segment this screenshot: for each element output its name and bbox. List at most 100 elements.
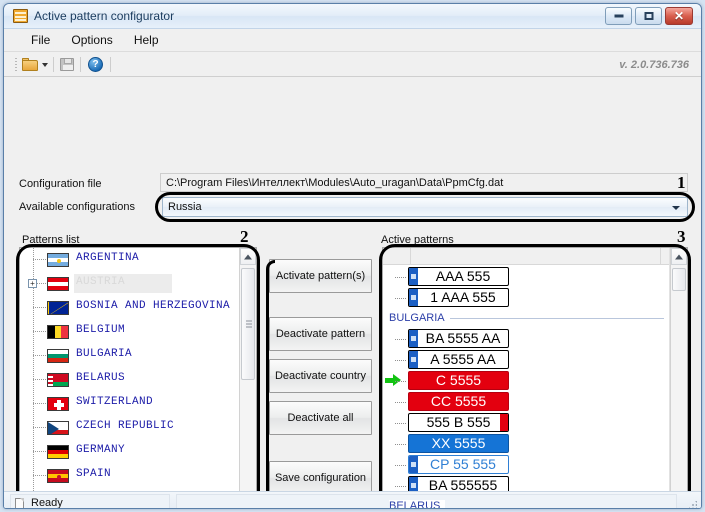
tree-connector [33,259,47,260]
help-circle-icon[interactable]: ? [88,57,103,72]
active-pattern-row[interactable]: CP 55 555 [383,454,672,475]
expand-node-icon[interactable]: + [28,279,37,288]
patterns-list-item[interactable]: SWITZERLAND [20,392,256,416]
tree-connector [395,277,406,278]
chevron-down-icon[interactable] [42,63,48,67]
save-disk-icon[interactable] [60,58,74,71]
scrollbar-thumb[interactable] [241,268,255,380]
license-plate-pattern[interactable]: 555 B 555 [408,413,509,432]
scroll-up-arrow-icon[interactable] [671,248,687,265]
scroll-up-arrow-icon[interactable] [240,248,256,265]
patterns-list-item[interactable]: BELGIUM [20,320,256,344]
active-pattern-row[interactable]: XX 5555 [383,433,672,454]
license-plate-text: CP 55 555 [430,456,496,472]
active-pattern-row[interactable]: CC 5555 [383,391,672,412]
belgium-flag-icon [47,325,69,339]
bulgaria-flag-icon [47,349,69,363]
patterns-list-item-label: BELGIUM [76,324,126,336]
patterns-list-scrollbar[interactable] [239,248,256,508]
active-patterns-tree[interactable]: AAA 555 1 AAA 555 BULGARIA BA 5555 AA A 5555… [382,247,688,508]
active-patterns-country-header: BULGARIA [383,308,672,328]
activate-patterns-button[interactable]: Activate pattern(s) [269,259,372,293]
save-configuration-button[interactable]: Save configuration [269,461,372,495]
patterns-list-item[interactable]: BULGARIA [20,344,256,368]
license-plate-pattern[interactable]: AAA 555 [408,267,509,286]
tree-connector [33,283,47,284]
license-plate-text: AAA 555 [435,268,491,284]
germany-flag-icon [47,445,69,459]
license-plate-pattern[interactable]: CC 5555 [408,392,509,411]
eu-band-icon [409,456,418,473]
tree-line [33,248,34,272]
menu-bar: File Options Help [4,29,701,52]
tree-line [33,320,34,344]
tree-connector [33,403,47,404]
patterns-list-item[interactable]: BELARUS [20,368,256,392]
active-pattern-row[interactable]: AAA 555 [383,266,672,287]
open-folder-icon[interactable] [22,58,38,71]
active-patterns-label: Active patterns [381,234,454,246]
deactivate-country-button[interactable]: Deactivate country [269,359,372,393]
configuration-file-label: Configuration file [19,178,102,190]
patterns-list-item[interactable]: GERMANY [20,440,256,464]
selection-highlight [74,274,172,293]
country-label: BULGARIA [389,312,450,324]
version-label: v. 2.0.736.736 [619,59,689,71]
available-configurations-dropdown[interactable]: Russia [162,197,688,217]
deactivate-all-button[interactable]: Deactivate all [269,401,372,435]
maximize-button[interactable] [635,7,662,25]
active-patterns-column-header[interactable] [383,248,672,265]
tree-connector [33,427,47,428]
patterns-list-tree[interactable]: ARGENTINA + AUSTRIA BOSNIA AND HERZEGOVINA B… [19,247,257,508]
deactivate-pattern-button[interactable]: Deactivate pattern [269,317,372,351]
active-patterns-scrollbar[interactable] [670,248,687,508]
country-label: BELARUS [389,500,446,508]
patterns-list-item-label: GERMANY [76,444,126,456]
license-plate-text: BA 555555 [428,477,498,493]
active-pattern-row[interactable]: BA 5555 AA [383,328,672,349]
patterns-list-item-label: SWITZERLAND [76,396,154,408]
license-plate-text: XX 5555 [431,435,486,451]
column-divider [669,248,670,508]
patterns-list-item-label: ARGENTINA [76,252,140,264]
license-plate-pattern[interactable]: XX 5555 [408,434,509,453]
active-pattern-row[interactable]: 555 B 555 [383,412,672,433]
license-plate-text: C 5555 [435,372,482,388]
patterns-list-item[interactable]: ARGENTINA [20,248,256,272]
annotation-number-3: 3 [677,227,686,246]
scrollbar-thumb[interactable] [672,268,686,291]
resize-grip-icon[interactable] [688,501,697,508]
menu-help[interactable]: Help [133,33,159,47]
license-plate-pattern[interactable]: BA 5555 AA [408,329,509,348]
patterns-list-item[interactable]: CZECH REPUBLIC [20,416,256,440]
license-plate-pattern[interactable]: 1 AAA 555 [408,288,509,307]
patterns-list-item[interactable]: + AUSTRIA [20,272,256,296]
annotation-number-2: 2 [240,227,249,246]
menu-options[interactable]: Options [71,33,113,47]
tree-connector [395,486,406,487]
configuration-file-value: C:\Program Files\Интеллект\Modules\Auto_… [160,173,688,192]
tree-connector [395,381,406,382]
eu-band-icon [409,330,418,347]
tree-line [33,296,34,320]
menu-file[interactable]: File [31,33,51,47]
status-bar: Ready [4,491,701,508]
document-icon [15,498,24,508]
remove-configuration-line-1: Remove [270,508,371,509]
tree-connector [33,331,47,332]
tree-line [33,464,34,488]
active-pattern-row[interactable]: C 5555 [383,370,672,391]
close-button[interactable]: ✕ [665,7,693,25]
license-plate-pattern[interactable]: A 5555 AA [408,350,509,369]
active-pattern-row[interactable]: 1 AAA 555 [383,287,672,308]
license-plate-pattern[interactable]: C 5555 [408,371,509,390]
toolbar-grip[interactable] [15,58,17,71]
chevron-down-icon[interactable] [672,206,680,210]
license-plate-pattern[interactable]: CP 55 555 [408,455,509,474]
patterns-list-item[interactable]: SPAIN [20,464,256,488]
active-pattern-row[interactable]: A 5555 AA [383,349,672,370]
patterns-list-item[interactable]: BOSNIA AND HERZEGOVINA [20,296,256,320]
patterns-list-item-label: BOSNIA AND HERZEGOVINA [76,300,231,312]
minimize-button[interactable] [605,7,632,25]
tree-connector [33,451,47,452]
